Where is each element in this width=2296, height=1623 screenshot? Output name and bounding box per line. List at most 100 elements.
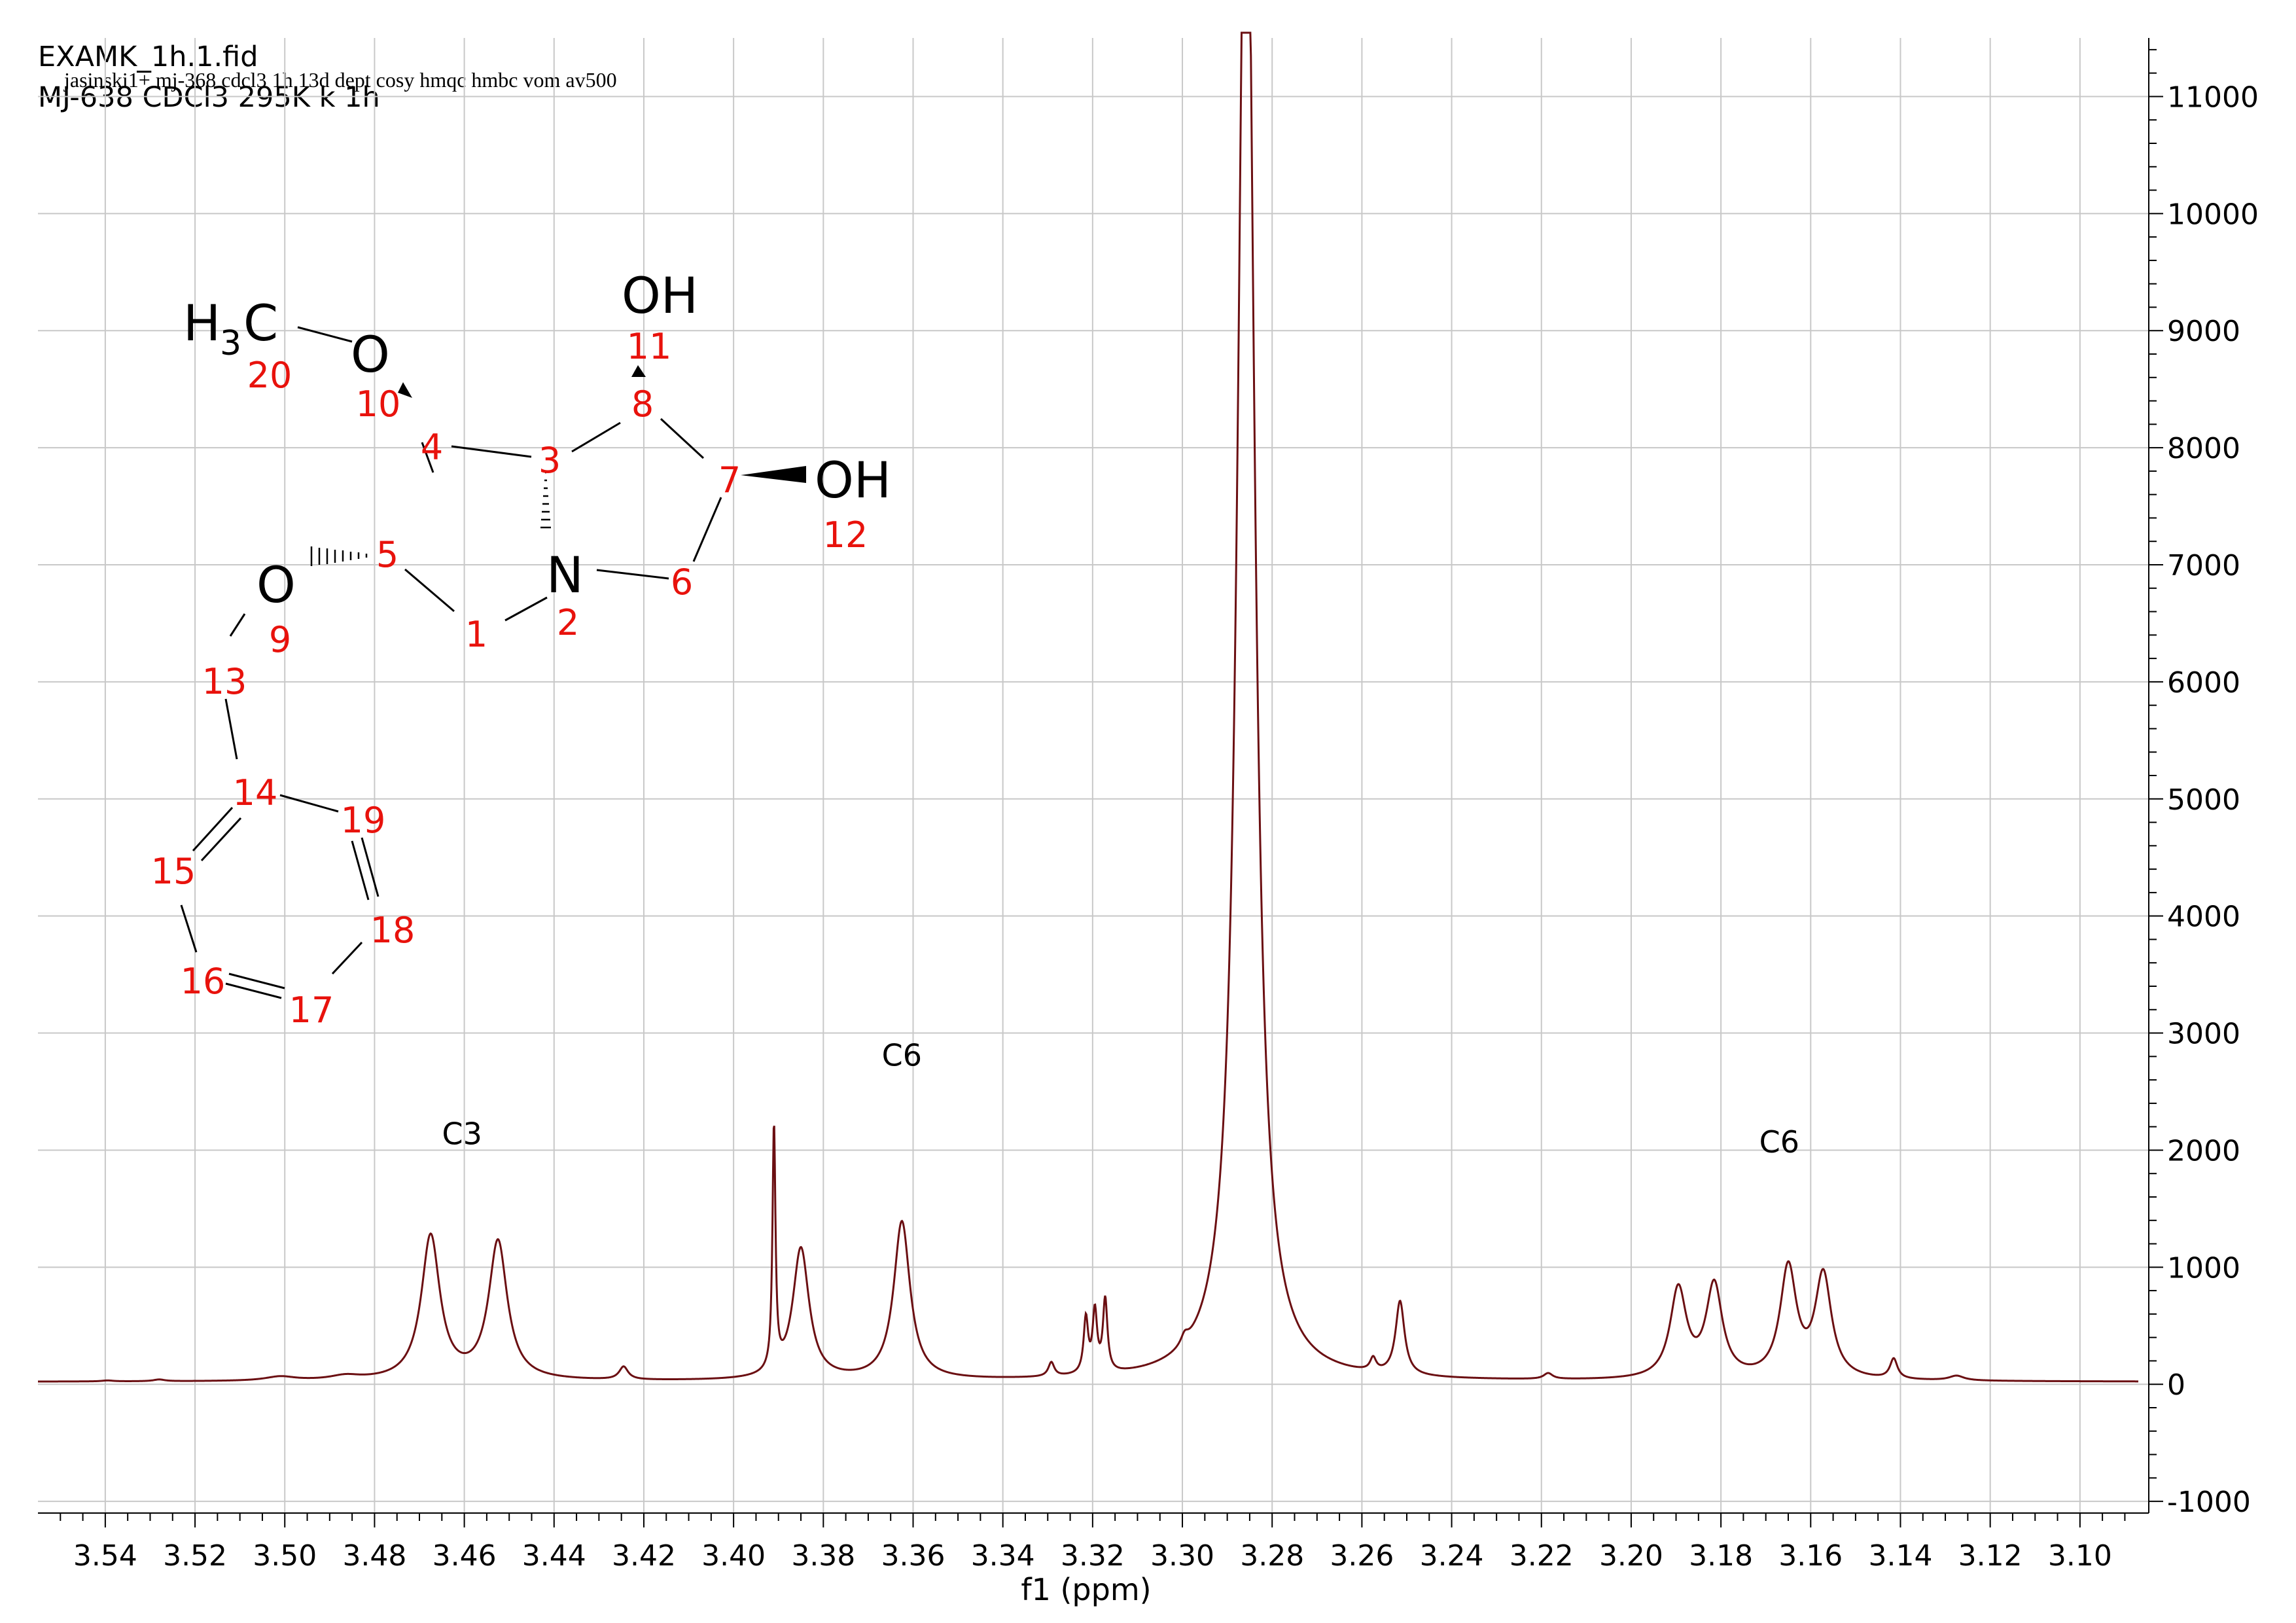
hashed-bond-c3-h	[540, 471, 551, 529]
wedge-bond-c8-o11	[631, 365, 646, 377]
bond-c5-c1	[404, 568, 455, 613]
bond-c17-c18	[331, 941, 363, 975]
h3c-subscript: 3	[220, 324, 241, 363]
sample-description: MJ-638 CDCl3 295K k 1h	[38, 81, 380, 114]
bond-c19-c18-b	[351, 840, 370, 901]
peak-annotations: C3 C6 C6	[442, 1038, 1799, 1160]
x-tick-label: 3.18	[1689, 1539, 1753, 1573]
x-tick-label: 3.46	[433, 1539, 497, 1573]
x-tick-label: 3.52	[163, 1539, 227, 1573]
atom-label-13: 13	[202, 661, 247, 702]
x-tick-label: 3.38	[791, 1539, 855, 1573]
x-axis-ticks: 3.54 3.52 3.50 3.48 3.46 3.44 3.42 3.40 3.38 3.36…	[60, 1513, 2126, 1573]
bond-c4-c5	[421, 442, 434, 473]
wedge-bond-c7-o12	[741, 466, 806, 483]
atom-number-labels: 1 2 3 4 5 6 7 8 9 10 11 12 13 14 15 16 1…	[151, 326, 868, 1031]
atom-label-17: 17	[289, 990, 334, 1031]
bond-o9-c13	[229, 613, 246, 637]
bond-c7-c6	[692, 497, 722, 562]
bond-c15-c16	[180, 904, 198, 953]
y-tick-label: 11000	[2167, 80, 2259, 114]
atom-label-14: 14	[233, 772, 278, 813]
grid-lines	[38, 38, 2149, 1513]
y-tick-label: -1000	[2167, 1486, 2251, 1519]
x-tick-label: 3.28	[1240, 1539, 1304, 1573]
x-tick-label: 3.34	[971, 1539, 1035, 1573]
spectrum-title: EXAMK_1h.1.fid	[38, 41, 258, 73]
atom-label-1: 1	[465, 614, 487, 655]
atom-label-19: 19	[341, 800, 386, 841]
bond-c14-c15-a	[192, 806, 234, 852]
x-tick-label: 3.20	[1599, 1539, 1663, 1573]
h3c-h: H	[183, 294, 221, 352]
x-tick-label: 3.30	[1150, 1539, 1214, 1573]
x-tick-label: 3.42	[612, 1539, 676, 1573]
bond-c14-c15-b	[200, 817, 242, 862]
x-tick-label: 3.40	[701, 1539, 766, 1573]
x-tick-label: 3.16	[1778, 1539, 1843, 1573]
y-tick-label: 10000	[2167, 198, 2259, 231]
bond-n2-c1	[504, 596, 548, 622]
ring-nitrogen: N	[546, 546, 584, 604]
x-tick-label: 3.48	[342, 1539, 406, 1573]
y-tick-label: 6000	[2167, 666, 2240, 700]
atom-label-5: 5	[376, 534, 398, 575]
hydroxyl-top: OH	[622, 266, 698, 325]
spectrum-trace	[38, 31, 2139, 1383]
atom-label-6: 6	[671, 562, 693, 603]
hydroxyl-right: OH	[815, 451, 891, 509]
x-tick-label: 3.44	[522, 1539, 586, 1573]
atom-label-8: 8	[631, 383, 654, 425]
peak-annotation-c6: C6	[1759, 1124, 1799, 1160]
y-tick-label: 5000	[2167, 783, 2240, 817]
methoxy-oxygen: O	[351, 325, 390, 383]
y-tick-label: 9000	[2167, 315, 2240, 348]
bond-c3-c8	[571, 421, 621, 453]
atom-label-15: 15	[151, 851, 196, 892]
benzyl-oxygen: O	[256, 556, 296, 614]
x-axis-label: f1 (ppm)	[1021, 1572, 1151, 1607]
atom-label-4: 4	[421, 427, 443, 468]
bond-c19-c18-a	[361, 837, 380, 897]
y-tick-label: 8000	[2167, 432, 2240, 465]
x-tick-label: 3.22	[1510, 1539, 1574, 1573]
bond-c16-c17-b	[225, 982, 282, 999]
bond-c14-c19	[279, 794, 339, 813]
y-tick-label: 3000	[2167, 1018, 2240, 1051]
y-tick-label: 2000	[2167, 1134, 2240, 1168]
x-tick-label: 3.36	[881, 1539, 945, 1573]
x-tick-label: 3.12	[1958, 1539, 2022, 1573]
atom-label-11: 11	[627, 326, 672, 367]
x-tick-label: 3.26	[1330, 1539, 1394, 1573]
atom-label-20: 20	[247, 355, 292, 396]
atom-label-18: 18	[370, 910, 415, 951]
chemical-structure	[180, 326, 806, 999]
bond-c8-c7	[660, 418, 705, 459]
atom-label-2: 2	[557, 602, 579, 643]
bond-c4-c3	[451, 445, 532, 458]
atom-label-3: 3	[539, 440, 561, 481]
y-axis-ticks: -1000 0 1000 2000 3000 4000 5000 6000 7000 8000 90…	[2149, 48, 2259, 1519]
peak-annotation-c6: C6	[882, 1038, 922, 1073]
x-tick-label: 3.50	[253, 1539, 317, 1573]
hashed-bond-c5-o9	[310, 546, 368, 566]
x-tick-label: 3.32	[1061, 1539, 1125, 1573]
structure-group-labels: H 3 C O OH OH N O	[183, 266, 891, 614]
y-tick-label: 1000	[2167, 1251, 2240, 1285]
atom-label-10: 10	[356, 383, 401, 425]
h3c-c: C	[243, 294, 278, 352]
bond-n2-c6	[596, 569, 669, 580]
bond-c20-o10	[297, 326, 353, 343]
atom-label-9: 9	[269, 619, 291, 660]
atom-label-16: 16	[181, 961, 226, 1002]
y-tick-label: 7000	[2167, 549, 2240, 582]
wedge-bond-c4-o10	[398, 382, 412, 398]
peak-annotation-c3: C3	[442, 1116, 482, 1152]
atom-label-12: 12	[823, 514, 868, 556]
x-tick-label: 3.10	[2048, 1539, 2112, 1573]
bond-c16-c17-a	[228, 972, 285, 990]
experiment-comment: jasinski1+ mj-368 cdcl3 1h 13d dept cosy…	[64, 68, 617, 92]
y-tick-label: 0	[2167, 1368, 2185, 1402]
y-tick-label: 4000	[2167, 901, 2240, 934]
